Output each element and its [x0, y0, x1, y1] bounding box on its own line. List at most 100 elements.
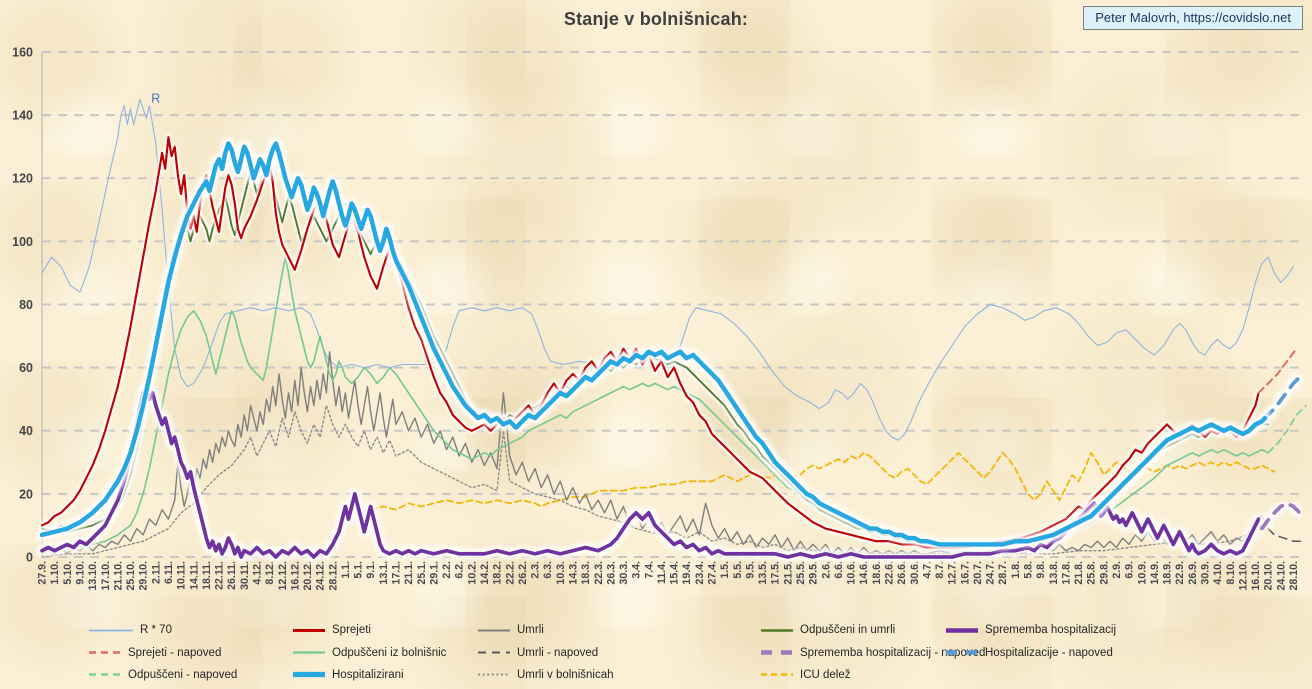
legend-label: Umrli v bolnišnicah: [517, 668, 614, 681]
svg-text:12.12.: 12.12.: [277, 561, 289, 591]
legend-swatch-line-icon: [293, 672, 325, 678]
svg-text:8.10.: 8.10.: [1225, 561, 1237, 585]
legend-label: Umrli: [517, 624, 544, 637]
svg-text:20.10.: 20.10.: [1263, 561, 1275, 591]
legend-item-hospitalizacije-napoved: Hospitalizacije - napoved: [945, 646, 1116, 659]
svg-text:0: 0: [26, 550, 33, 564]
legend-item-odpusceni-in-umrli: Odpuščeni in umrli: [760, 624, 945, 637]
legend-label: Sprejeti: [332, 624, 371, 637]
svg-text:21.10.: 21.10.: [112, 561, 124, 591]
r-annotation: R: [151, 92, 160, 106]
svg-text:4.7.: 4.7.: [921, 561, 933, 579]
svg-text:20.12.: 20.12.: [302, 561, 314, 591]
legend-swatch-line-icon: [478, 651, 510, 654]
svg-text:23.4.: 23.4.: [694, 561, 706, 585]
svg-text:17.8.: 17.8.: [1060, 561, 1072, 585]
svg-text:10.2.: 10.2.: [466, 561, 478, 585]
svg-text:R: R: [151, 92, 160, 106]
svg-text:26.11.: 26.11.: [226, 561, 238, 590]
svg-text:10.6.: 10.6.: [846, 561, 858, 585]
svg-text:40: 40: [19, 424, 33, 438]
svg-text:13.10.: 13.10.: [87, 561, 99, 591]
legend-swatch-line-icon: [478, 629, 510, 632]
legend-swatch-line-icon: [293, 628, 325, 632]
svg-text:160: 160: [12, 45, 33, 59]
svg-text:29.1.: 29.1.: [428, 561, 440, 585]
svg-text:5.10.: 5.10.: [62, 561, 74, 585]
svg-text:8.12.: 8.12.: [264, 561, 276, 585]
svg-text:22.11.: 22.11.: [214, 561, 226, 590]
svg-text:26.3.: 26.3.: [605, 561, 617, 585]
svg-text:120: 120: [12, 172, 33, 186]
svg-text:18.3.: 18.3.: [580, 561, 592, 585]
legend-swatch-line-icon: [946, 650, 978, 655]
series-sprememba_napoved: [1259, 501, 1302, 531]
legend-label: Odpuščeni in umrli: [800, 624, 896, 637]
svg-text:5.5.: 5.5.: [732, 561, 744, 579]
legend-swatch-line-icon: [761, 628, 793, 632]
legend-label: Umrli - napoved: [517, 646, 599, 659]
svg-text:18.11.: 18.11.: [201, 561, 213, 590]
svg-text:24.10.: 24.10.: [1275, 561, 1287, 591]
svg-text:18.6.: 18.6.: [871, 561, 883, 585]
legend-label: Hospitalizirani: [332, 668, 404, 681]
svg-text:16.7.: 16.7.: [959, 561, 971, 585]
svg-text:12.7.: 12.7.: [947, 561, 959, 585]
legend-swatch-line-icon: [89, 673, 121, 677]
series-sprejeti_napoved: [1257, 347, 1298, 394]
svg-text:10.11.: 10.11.: [176, 561, 188, 590]
legend-swatch-line-icon: [89, 629, 133, 632]
svg-text:17.5.: 17.5.: [770, 561, 782, 585]
legend-item-sprejeti: Sprejeti: [292, 624, 477, 637]
svg-text:6.11.: 6.11.: [163, 561, 175, 584]
svg-text:6.9.: 6.9.: [1124, 561, 1136, 579]
series-odpusceni_iz_bolnisnic: [41, 256, 1269, 552]
series-umrli_napoved: [1261, 515, 1304, 542]
svg-text:1.1.: 1.1.: [340, 561, 352, 579]
legend-item-umrli-napoved: Umrli - napoved: [477, 646, 760, 659]
svg-text:9.5.: 9.5.: [744, 561, 756, 579]
svg-text:14.3.: 14.3.: [568, 561, 580, 585]
svg-text:3.4.: 3.4.: [631, 561, 643, 579]
svg-text:29.10.: 29.10.: [138, 561, 150, 591]
svg-text:24.12.: 24.12.: [315, 561, 327, 591]
legend-item-sprejeti-napoved: Sprejeti - napoved: [88, 646, 292, 659]
svg-text:30.3.: 30.3.: [618, 561, 630, 585]
svg-text:30.11.: 30.11.: [239, 561, 251, 590]
svg-text:14.2.: 14.2.: [479, 561, 491, 585]
svg-text:1.5.: 1.5.: [719, 561, 731, 579]
series-sprejeti: [40, 136, 1260, 549]
svg-text:13.1.: 13.1.: [378, 561, 390, 585]
series-sprememba: [40, 387, 1261, 559]
svg-text:20: 20: [19, 487, 33, 501]
svg-text:8.7.: 8.7.: [934, 561, 946, 579]
svg-text:26.9.: 26.9.: [1187, 561, 1199, 585]
series-hospitalizirani: [39, 141, 1268, 547]
legend-swatch-line-icon: [946, 627, 978, 633]
svg-text:25.5.: 25.5.: [795, 561, 807, 585]
legend-swatch-line-icon: [478, 673, 510, 676]
svg-text:6.3.: 6.3.: [542, 561, 554, 579]
svg-text:80: 80: [19, 298, 33, 312]
svg-text:2.9.: 2.9.: [1111, 561, 1123, 579]
legend-item-umrli-v-bolnisnicah: Umrli v bolnišnicah: [477, 668, 760, 681]
legend-item-r70: R * 70: [88, 624, 292, 637]
svg-text:1.10.: 1.10.: [49, 561, 61, 585]
svg-text:22.2.: 22.2.: [504, 561, 516, 585]
legend-item-odpusceni-napoved: Odpuščeni - napoved: [88, 668, 292, 681]
svg-text:20.7.: 20.7.: [972, 561, 984, 585]
svg-text:4.12.: 4.12.: [252, 561, 264, 585]
svg-text:14.11.: 14.11.: [188, 561, 200, 590]
svg-text:21.8.: 21.8.: [1073, 561, 1085, 585]
svg-text:13.5.: 13.5.: [757, 561, 769, 585]
legend-item-sprememba-napoved: Sprememba hospitalizacij - napoved: [760, 646, 985, 659]
svg-text:29.5.: 29.5.: [808, 561, 820, 585]
legend-swatch-line-icon: [761, 650, 793, 655]
svg-text:16.10.: 16.10.: [1250, 561, 1262, 591]
svg-text:28.10.: 28.10.: [1288, 561, 1300, 591]
svg-text:17.1.: 17.1.: [391, 561, 403, 585]
svg-text:16.12.: 16.12.: [289, 561, 301, 591]
svg-text:9.1.: 9.1.: [365, 561, 377, 579]
legend-swatch-line-icon: [293, 651, 325, 654]
